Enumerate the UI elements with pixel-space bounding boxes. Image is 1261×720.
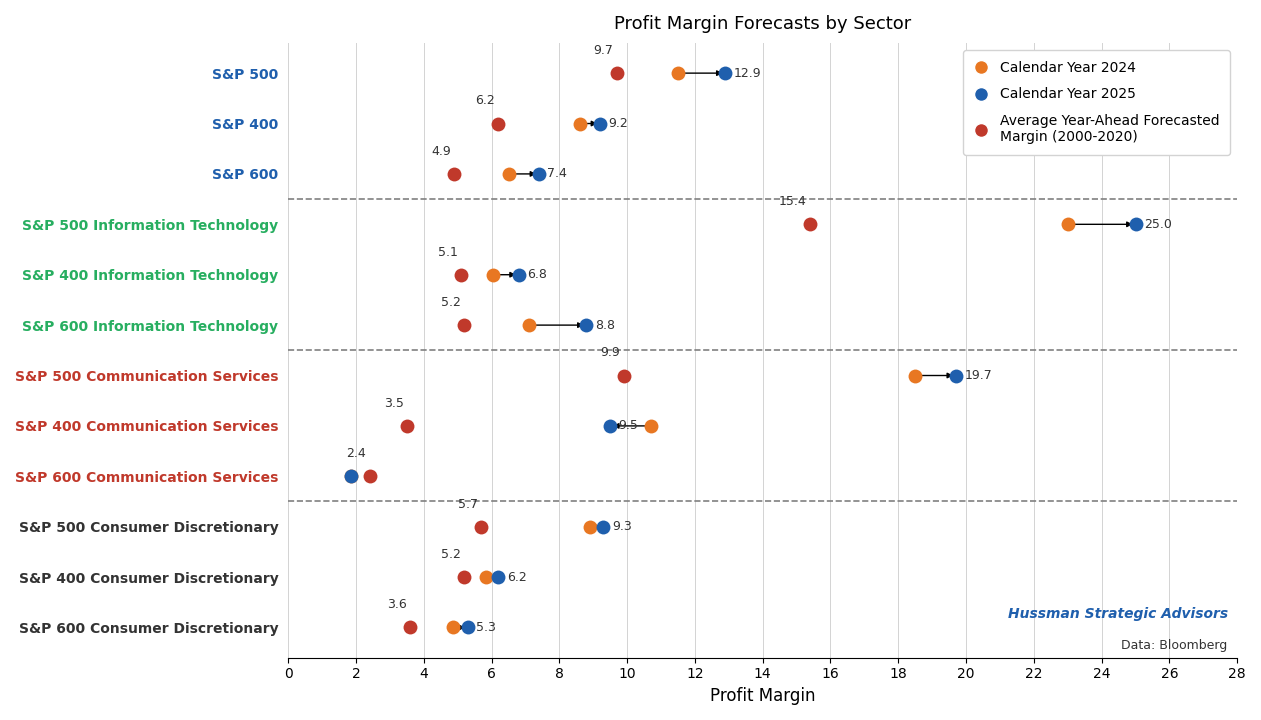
Text: 5.7: 5.7 — [458, 498, 478, 510]
X-axis label: Profit Margin: Profit Margin — [710, 687, 816, 705]
Text: 7.4: 7.4 — [547, 168, 567, 181]
Text: 9.2: 9.2 — [609, 117, 628, 130]
Text: 5.3: 5.3 — [477, 621, 496, 634]
Text: 9.9: 9.9 — [600, 346, 620, 359]
Text: 6.2: 6.2 — [475, 94, 496, 107]
Title: Profit Margin Forecasts by Sector: Profit Margin Forecasts by Sector — [614, 15, 912, 33]
Text: 5.2: 5.2 — [441, 296, 462, 309]
Text: 2.4: 2.4 — [347, 447, 366, 460]
Text: 12.9: 12.9 — [734, 67, 762, 80]
Text: 9.5: 9.5 — [619, 419, 638, 433]
Text: 6.2: 6.2 — [507, 570, 527, 584]
Text: Data: Bloomberg: Data: Bloomberg — [1121, 639, 1228, 652]
Text: Hussman Strategic Advisors: Hussman Strategic Advisors — [1008, 607, 1228, 621]
Text: 3.6: 3.6 — [387, 598, 407, 611]
Text: 9.3: 9.3 — [612, 520, 632, 534]
Text: 8.8: 8.8 — [595, 319, 615, 332]
Text: 5.1: 5.1 — [438, 246, 458, 258]
Text: 15.4: 15.4 — [779, 195, 807, 208]
Legend: Calendar Year 2024, Calendar Year 2025, Average Year-Ahead Forecasted
Margin (20: Calendar Year 2024, Calendar Year 2025, … — [963, 50, 1231, 156]
Text: 9.7: 9.7 — [594, 44, 614, 57]
Text: 3.5: 3.5 — [383, 397, 404, 410]
Text: 6.8: 6.8 — [527, 269, 547, 282]
Text: 4.9: 4.9 — [431, 145, 451, 158]
Text: 25.0: 25.0 — [1144, 218, 1171, 231]
Text: 5.2: 5.2 — [441, 548, 462, 561]
Text: 19.7: 19.7 — [965, 369, 992, 382]
